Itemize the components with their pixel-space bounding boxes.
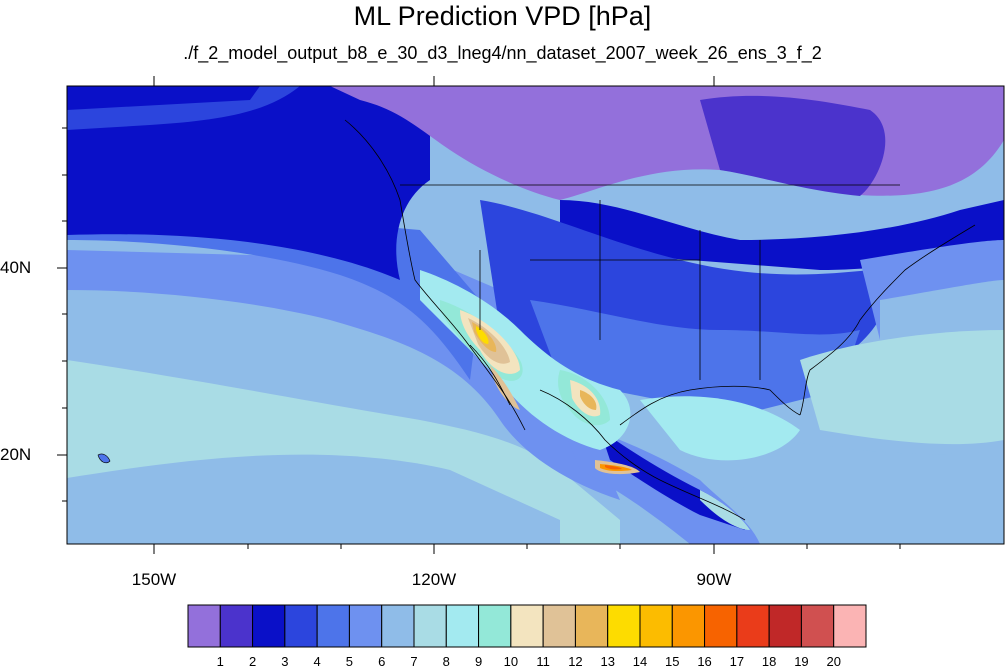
- lat-label-20n: 20N: [0, 445, 40, 465]
- colorbar-tick-label: 17: [722, 654, 752, 669]
- lat-label-40n: 40N: [0, 258, 40, 278]
- colorbar-tick-label: 6: [367, 654, 397, 669]
- colorbar-tick-label: 18: [754, 654, 784, 669]
- colorbar-tick-label: 4: [302, 654, 332, 669]
- colorbar-tick-label: 12: [560, 654, 590, 669]
- colorbar-tick-label: 19: [786, 654, 816, 669]
- colorbar-tick-label: 14: [625, 654, 655, 669]
- colorbar-tick-label: 3: [270, 654, 300, 669]
- colorbar-tick-label: 20: [819, 654, 849, 669]
- colorbar-tick-label: 15: [657, 654, 687, 669]
- lon-label-120w: 120W: [394, 570, 474, 590]
- colorbar-tick-label: 2: [238, 654, 268, 669]
- colorbar-tick-label: 1: [205, 654, 235, 669]
- lon-label-150w: 150W: [114, 570, 194, 590]
- colorbar-tick-label: 7: [399, 654, 429, 669]
- colorbar-tick-label: 13: [593, 654, 623, 669]
- colorbar-tick-label: 5: [334, 654, 364, 669]
- colorbar-tick-label: 9: [464, 654, 494, 669]
- map-field: [67, 86, 1004, 544]
- colorbar-tick-label: 8: [431, 654, 461, 669]
- colorbar-tick-label: 11: [528, 654, 558, 669]
- colorbar-tick-label: 10: [496, 654, 526, 669]
- colorbar-tick-label: 16: [690, 654, 720, 669]
- lon-label-90w: 90W: [674, 570, 754, 590]
